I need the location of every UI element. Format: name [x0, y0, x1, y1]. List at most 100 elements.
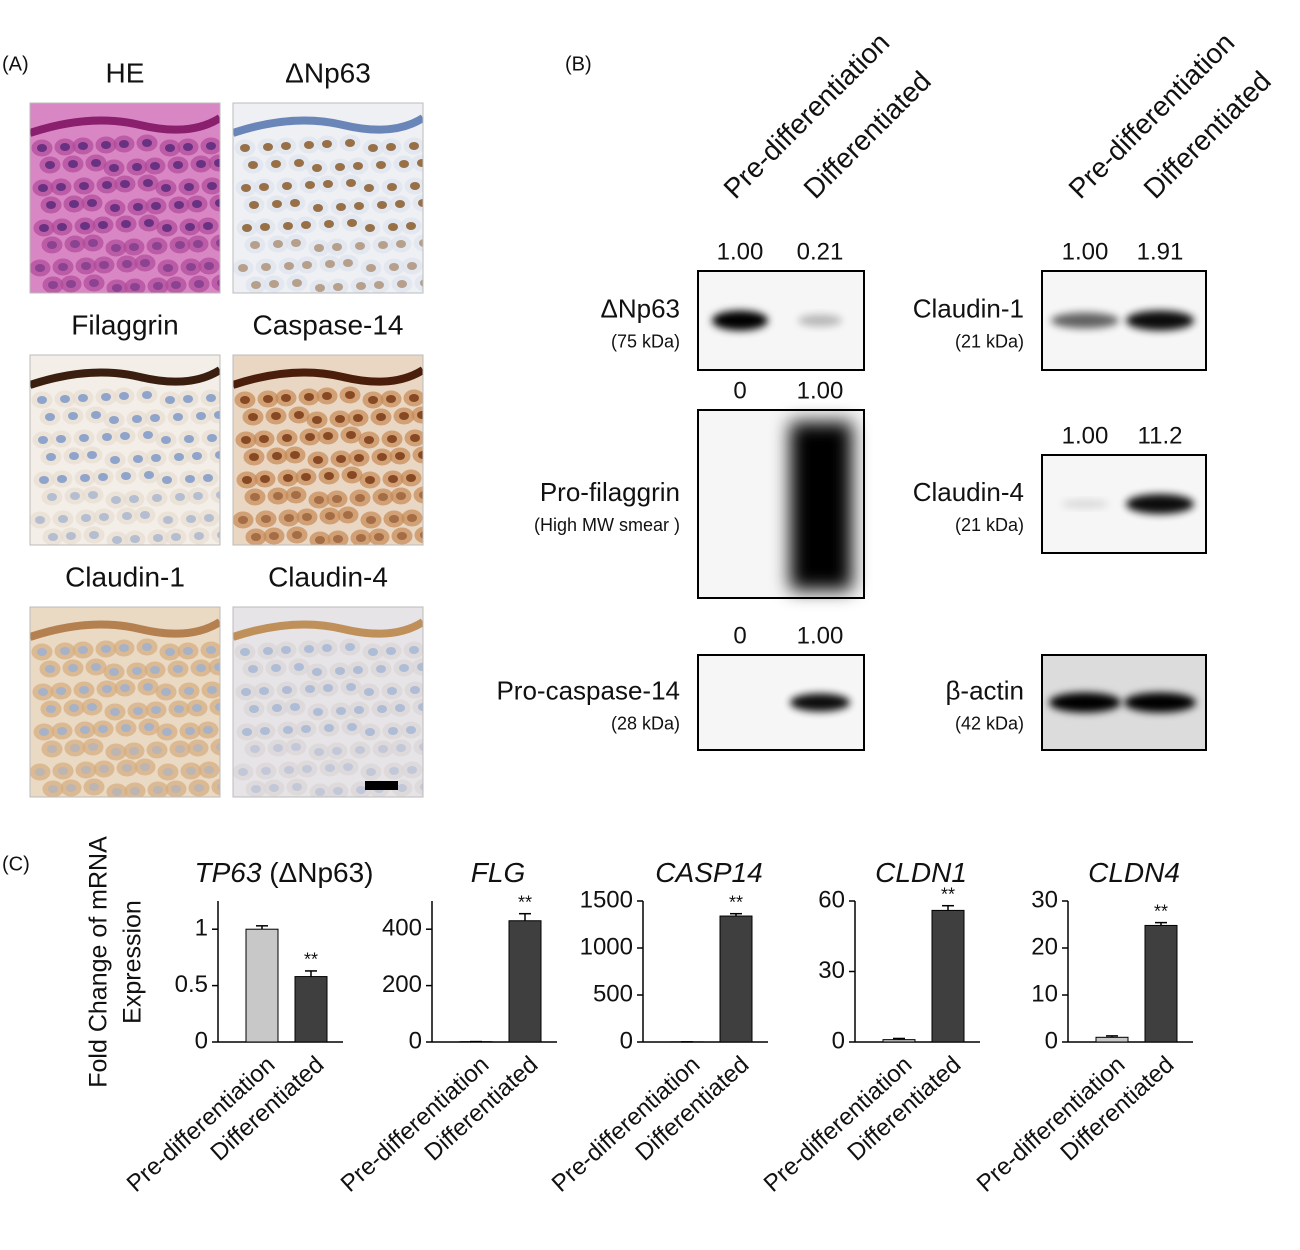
nucleus [242, 476, 252, 484]
nucleus [151, 202, 161, 210]
nucleus [410, 182, 420, 190]
nucleus [162, 476, 172, 484]
nucleus [37, 144, 47, 152]
nucleus [38, 436, 48, 444]
nucleus [347, 219, 357, 227]
nucleus [204, 262, 214, 270]
nucleus [57, 727, 67, 735]
nucleus [216, 491, 220, 499]
nucleus [259, 183, 269, 191]
nucleus [389, 767, 399, 775]
nucleus [88, 743, 98, 751]
nucleus [48, 533, 58, 541]
cell [210, 486, 220, 504]
nucleus [333, 787, 343, 795]
nucleus [395, 452, 405, 460]
nucleus [130, 535, 140, 543]
nucleus [365, 224, 375, 232]
quant-value: 0 [733, 622, 746, 649]
nucleus [261, 767, 271, 775]
nucleus [214, 663, 220, 671]
nucleus [98, 725, 108, 733]
nucleus [241, 688, 251, 696]
nucleus [251, 785, 261, 793]
nucleus [110, 708, 120, 716]
blot-band [1061, 500, 1109, 508]
nucleus [150, 162, 160, 170]
nucleus [378, 745, 388, 753]
nucleus [396, 492, 406, 500]
nucleus [163, 768, 173, 776]
nucleus [343, 259, 353, 267]
nucleus [332, 495, 342, 503]
nucleus [399, 412, 409, 420]
nucleus [173, 413, 183, 421]
image-label: HE [106, 57, 145, 88]
nucleus [45, 665, 55, 673]
nucleus [241, 184, 251, 192]
nucleus [269, 280, 279, 288]
nucleus [39, 476, 49, 484]
y-tick-label: 400 [382, 915, 422, 942]
nucleus [121, 472, 131, 480]
nucleus [196, 160, 206, 168]
nucleus [143, 179, 153, 187]
blot-band [712, 310, 768, 331]
nucleus [291, 743, 301, 751]
nucleus [302, 261, 312, 269]
nucleus [376, 161, 386, 169]
nucleus [354, 454, 364, 462]
nucleus [215, 703, 220, 711]
nucleus [39, 728, 49, 736]
nucleus [99, 261, 109, 269]
nucleus [101, 645, 111, 653]
nucleus [78, 394, 88, 402]
nucleus [47, 241, 57, 249]
nucleus [263, 143, 273, 151]
nucleus [47, 745, 57, 753]
nucleus [120, 432, 130, 440]
y-tick-label: 0 [620, 1027, 633, 1054]
nucleus [368, 144, 378, 152]
quant-value: 1.00 [1062, 422, 1109, 449]
nucleus [171, 785, 181, 793]
cell [414, 526, 423, 544]
nucleus [175, 745, 185, 753]
nucleus [99, 513, 109, 521]
significance: ** [729, 892, 743, 912]
nucleus [290, 199, 300, 207]
nucleus [150, 666, 160, 674]
quant-value: 1.00 [1062, 238, 1109, 265]
nucleus [273, 240, 283, 248]
nucleus [242, 224, 252, 232]
blot-size: (High MW smear ) [534, 515, 680, 535]
bar [245, 928, 279, 1043]
scale-bar [365, 781, 398, 790]
nucleus [140, 259, 150, 267]
nucleus [171, 281, 181, 289]
nucleus [89, 279, 99, 287]
nucleus [78, 142, 88, 150]
cell [413, 234, 423, 252]
nucleus [129, 495, 139, 503]
epidermis-top [30, 618, 220, 641]
nucleus [260, 223, 270, 231]
nucleus [46, 705, 56, 713]
nucleus [388, 475, 398, 483]
blot-frame [697, 409, 865, 599]
nucleus [322, 140, 332, 148]
nucleus [119, 140, 129, 148]
blot-size: (21 kDa) [955, 331, 1024, 351]
nucleus [56, 435, 66, 443]
epidermis-top [233, 366, 423, 389]
nucleus [355, 242, 365, 250]
y-tick-label: 0 [195, 1027, 208, 1054]
nucleus [121, 220, 131, 228]
nucleus [366, 516, 376, 524]
blot-band [1126, 310, 1194, 331]
chart-title: TP63 (ΔNp63) [194, 857, 373, 888]
cell [414, 274, 423, 292]
chart-title-gene: TP63 [194, 857, 261, 888]
nucleus [99, 765, 109, 773]
